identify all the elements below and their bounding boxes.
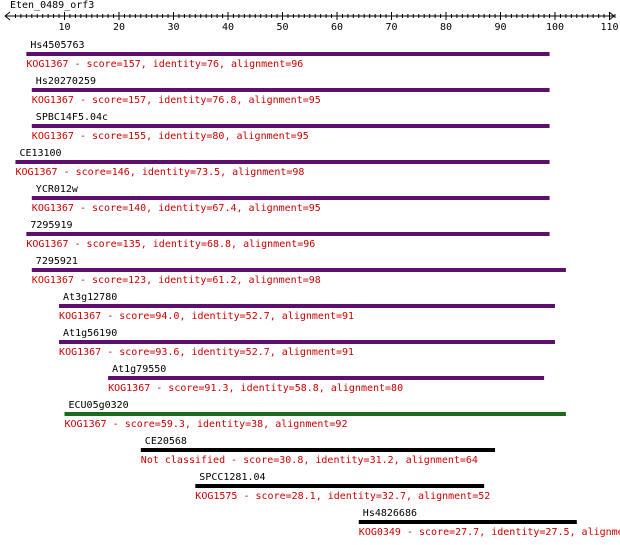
- hit-name[interactable]: Hs4826686: [363, 508, 417, 519]
- ruler-tick-label: 60: [331, 22, 343, 33]
- hit-bar[interactable]: [31, 268, 566, 272]
- hit-name[interactable]: 7295919: [30, 220, 72, 231]
- ruler-right-arrow: [608, 11, 615, 21]
- hit-description: KOG1367 - score=135, identity=68.8, alig…: [26, 239, 315, 250]
- hit-name[interactable]: At1g79550: [112, 364, 166, 375]
- hit-description: Not classified - score=30.8, identity=31…: [141, 455, 478, 466]
- hit-name[interactable]: ECU05g0320: [69, 400, 129, 411]
- query-title: Eten_0489_orf3: [10, 0, 95, 11]
- hit-description: KOG1367 - score=94.0, identity=52.7, ali…: [59, 311, 354, 322]
- ruler-tick-label: 80: [440, 22, 452, 33]
- hit-bar[interactable]: [31, 124, 550, 128]
- hit-bar[interactable]: [31, 88, 550, 92]
- hit-description: KOG1575 - score=28.1, identity=32.7, ali…: [195, 491, 490, 502]
- hit-name[interactable]: Hs4505763: [30, 40, 84, 51]
- hit-name[interactable]: YCR012w: [36, 184, 79, 195]
- hit-name[interactable]: Hs20270259: [36, 76, 96, 87]
- hit-bar[interactable]: [26, 52, 550, 56]
- hit-bar[interactable]: [15, 160, 550, 164]
- ruler-tick-label: 110: [600, 22, 618, 33]
- ruler-tick-label: 90: [494, 22, 506, 33]
- hit-bar[interactable]: [140, 448, 496, 452]
- hit-description: KOG1367 - score=59.3, identity=38, align…: [65, 419, 348, 430]
- ruler-tick-label: 30: [167, 22, 179, 33]
- hit-bar[interactable]: [59, 304, 556, 308]
- hit-name[interactable]: SPBC14F5.04c: [36, 112, 108, 123]
- hit-name[interactable]: CE20568: [145, 436, 187, 447]
- hit-bar[interactable]: [195, 484, 485, 488]
- hit-bar[interactable]: [31, 196, 550, 200]
- hit-description: KOG1367 - score=157, identity=76, alignm…: [26, 59, 303, 70]
- hit-description: KOG1367 - score=155, identity=80, alignm…: [32, 131, 309, 142]
- hit-name[interactable]: At3g12780: [63, 292, 117, 303]
- ruler-tick-label: 100: [546, 22, 564, 33]
- hit-name[interactable]: 7295921: [36, 256, 78, 267]
- ruler-tick-label: 40: [222, 22, 234, 33]
- ruler-tick-label: 70: [385, 22, 397, 33]
- hit-description: KOG1367 - score=140, identity=67.4, alig…: [32, 203, 321, 214]
- hit-bar[interactable]: [59, 340, 556, 344]
- hit-bar[interactable]: [26, 232, 550, 236]
- hit-bar[interactable]: [358, 520, 577, 524]
- ruler-tick-label: 20: [113, 22, 125, 33]
- ruler-left-arrow: [4, 11, 11, 21]
- ruler-tick-label: 10: [58, 22, 70, 33]
- hit-bar[interactable]: [64, 412, 566, 416]
- hit-name[interactable]: At1g56190: [63, 328, 117, 339]
- hit-name[interactable]: CE13100: [19, 148, 61, 159]
- hit-name[interactable]: SPCC1281.04: [199, 472, 265, 483]
- hit-description: KOG1367 - score=91.3, identity=58.8, ali…: [108, 383, 403, 394]
- hit-description: KOG1367 - score=123, identity=61.2, alig…: [32, 275, 321, 286]
- hit-description: KOG0349 - score=27.7, identity=27.5, ali…: [359, 527, 620, 538]
- hit-description: KOG1367 - score=146, identity=73.5, alig…: [15, 167, 304, 178]
- hit-description: KOG1367 - score=157, identity=76.8, alig…: [32, 95, 321, 106]
- hit-description: KOG1367 - score=93.6, identity=52.7, ali…: [59, 347, 354, 358]
- ruler-tick-label: 50: [276, 22, 288, 33]
- hit-bar[interactable]: [108, 376, 545, 380]
